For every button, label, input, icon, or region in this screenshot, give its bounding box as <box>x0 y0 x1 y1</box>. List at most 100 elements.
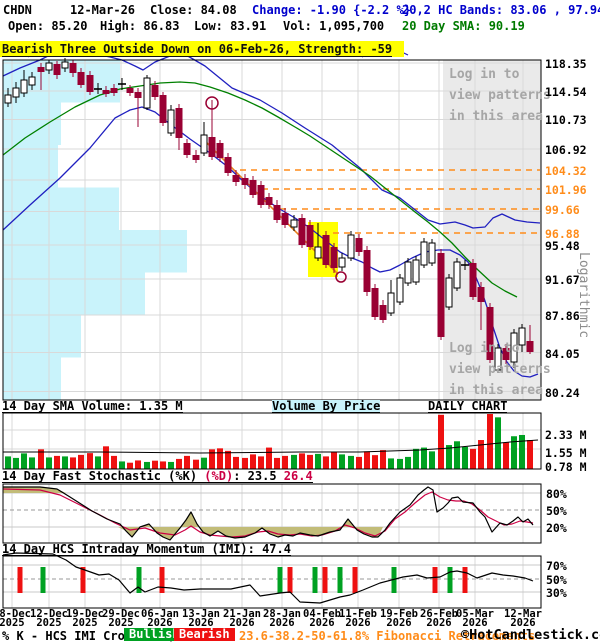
stoch-sep: : <box>233 469 248 483</box>
price-axis-label: 91.67 <box>545 273 580 287</box>
candle-down <box>102 90 110 94</box>
pattern-banner[interactable]: Bearish Three Outside Down on 06-Feb-26,… <box>0 41 404 57</box>
panel-border <box>2 555 542 609</box>
imi-crossover-bar <box>447 567 453 593</box>
volume-bar <box>527 440 533 469</box>
hc-bands-label: 20,2 HC Bands: 83.06 , 97.94 <box>402 3 600 17</box>
sma20-line <box>2 81 518 298</box>
volume-bar <box>5 456 11 469</box>
volume-bar <box>225 450 231 469</box>
volume-bar <box>487 414 493 469</box>
candle-up <box>338 257 346 268</box>
volume-bar <box>168 461 174 469</box>
volume-bar <box>250 454 256 469</box>
candle-up <box>200 134 208 154</box>
candle-down <box>183 143 191 155</box>
candle-up <box>314 246 322 259</box>
high-label: High: 86.83 <box>100 19 180 33</box>
price-axis-label: 101.96 <box>545 183 587 197</box>
pattern-banner-text[interactable]: Bearish Three Outside Down on 06-Feb-26,… <box>2 42 393 57</box>
price-axis-label: 106.92 <box>545 143 587 157</box>
candle-down <box>37 67 45 72</box>
date-axis-label: 28-Jan 2026 <box>263 608 301 629</box>
date-axis-label: 04-Feb 2026 <box>303 608 341 629</box>
candle-down <box>526 341 534 352</box>
candle-up <box>4 94 12 104</box>
stoch-title-d: (%D) <box>204 469 234 483</box>
volume-bar <box>421 447 427 469</box>
volume-bar <box>135 460 141 469</box>
volume-bar <box>233 456 239 469</box>
daily-chart-label: DAILY CHART <box>428 399 508 413</box>
candle-down <box>437 253 445 337</box>
candle-up <box>143 77 151 109</box>
volume-label: Vol: 1,095,700 <box>283 19 385 33</box>
volume-bar <box>160 461 166 469</box>
volume-panel-title[interactable]: 14 Day SMA Volume: 1.35 M <box>2 399 183 413</box>
stochastic-k-line <box>3 486 534 541</box>
date-label: 12-Mar-26 <box>70 3 136 17</box>
candle-up <box>510 332 518 363</box>
imi-crossover-bar <box>277 567 283 593</box>
candle-down <box>159 95 167 123</box>
imi-line <box>2 552 534 604</box>
price-axis-label: 80.24 <box>545 386 580 400</box>
login-overlay-top: Log in to view patterns in this area <box>449 64 551 127</box>
stoch-title-k: 14 Day Fast Stochastic (%K) <box>2 469 205 483</box>
copyright-label[interactable]: ©HotCandlestick.com <box>461 627 600 643</box>
candle-up <box>347 234 355 259</box>
imi-crossover-bar <box>322 567 328 593</box>
imi-panel-title[interactable]: 14 Day HCS Intraday Momentum (IMI): 47.4 <box>2 542 291 556</box>
pattern-signal-circle <box>205 96 219 110</box>
candle-down <box>502 348 510 360</box>
candle-up <box>494 347 502 371</box>
price-axis-label: 96.88 <box>545 227 580 241</box>
login-overlay-line: Log in to <box>449 67 520 82</box>
volume-bar <box>38 449 44 469</box>
bullish-badge: Bullish <box>124 628 185 641</box>
date-axis-label: 21-Jan 2026 <box>223 608 261 629</box>
candle-down <box>192 155 200 160</box>
candle-down <box>477 287 485 302</box>
stochastic-panel-title[interactable]: 14 Day Fast Stochastic (%K) (%D): 23.5 2… <box>2 470 313 483</box>
volume-bar <box>429 451 435 469</box>
imi-crossover-bar <box>80 567 86 593</box>
volume-bar <box>397 458 403 469</box>
date-axis-label: 12-Dec 2025 <box>30 608 68 629</box>
volume-bar <box>364 451 370 469</box>
candle-up <box>453 261 461 289</box>
sma-label: 20 Day SMA: 90.19 <box>402 19 525 33</box>
candle-down <box>306 225 314 247</box>
imi-crossover-bar <box>462 567 468 593</box>
panel-border <box>2 483 542 544</box>
low-label: Low: 83.91 <box>194 19 267 33</box>
volume-bar <box>87 453 93 469</box>
imi-crossover-bar <box>287 567 293 593</box>
candle-down <box>355 238 363 252</box>
candle-down <box>53 64 61 75</box>
volume-by-price-label[interactable]: Volume By Price <box>272 399 381 413</box>
volume-bar <box>478 440 484 469</box>
date-axis-label: 19-Feb 2026 <box>380 608 418 629</box>
open-label: Open: 85.20 <box>8 19 88 33</box>
imi-axis-label: 30% <box>546 586 567 600</box>
imi-crossover-bar <box>312 567 318 593</box>
volume-bar <box>291 454 297 469</box>
volume-bar <box>323 456 329 469</box>
volume-bar <box>282 455 288 469</box>
candle-down <box>69 63 77 73</box>
volume-bar <box>405 456 411 469</box>
candle-down <box>322 235 330 265</box>
volume-sma-line <box>3 439 539 454</box>
candle-down <box>77 72 85 85</box>
volume-bar <box>470 448 476 469</box>
login-overlay-line: Log in to <box>449 341 520 356</box>
volume-bar <box>348 455 354 469</box>
stochastic-axis-label: 20% <box>546 521 567 535</box>
candle-down <box>379 305 387 320</box>
price-axis-label: 99.66 <box>545 203 580 217</box>
volume-bar <box>438 414 444 469</box>
volume-bar <box>356 456 362 469</box>
candle-down <box>224 157 232 173</box>
